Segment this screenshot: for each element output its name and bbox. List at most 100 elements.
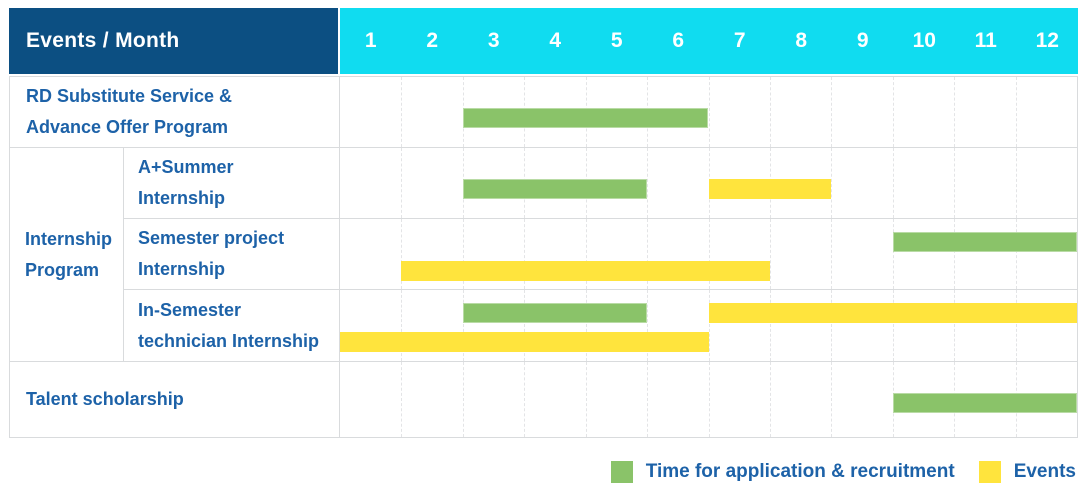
timeline-cell — [340, 362, 1077, 437]
month-header-6: 6 — [672, 29, 685, 52]
table-row: Talent scholarship — [10, 362, 1077, 437]
month-cell-4 — [524, 219, 585, 289]
month-cell-9 — [831, 362, 892, 437]
month-cell-11 — [954, 290, 1015, 361]
label-line: RD Substitute Service & — [26, 86, 233, 106]
month-cell-2 — [401, 148, 462, 218]
month-cell-9 — [831, 290, 892, 361]
month-cell-11 — [954, 219, 1015, 289]
month-cell-12 — [1015, 219, 1077, 289]
month-cell-12 — [1015, 77, 1077, 147]
month-cell-4 — [524, 290, 585, 361]
row-label: Semester project Internship — [124, 219, 340, 289]
label-line: Talent scholarship — [26, 389, 184, 409]
table-body: RD Substitute Service & Advance Offer Pro… — [9, 76, 1078, 438]
label-line: In-Semester — [138, 299, 242, 320]
month-cell-9 — [831, 148, 892, 218]
month-cell-1 — [340, 362, 401, 437]
group-rows: A+Summer Internship Semester project Intern… — [124, 148, 1077, 361]
label-line: Advance Offer Program — [26, 117, 229, 137]
month-cell-3 — [462, 362, 524, 437]
label-line: Program — [25, 259, 100, 280]
legend-label: Events — [1013, 461, 1076, 482]
month-cell-7 — [708, 362, 770, 437]
month-header-3: 3 — [487, 29, 500, 52]
header-divider — [338, 8, 340, 74]
month-cell-8 — [769, 362, 831, 437]
events-month-table: Events / Month 1 2 3 4 5 6 7 8 9 10 11 12 RD Substi… — [9, 8, 1078, 438]
label-line: Internship — [25, 228, 113, 249]
month-header-10: 10 — [912, 29, 936, 52]
month-header-8: 8 — [795, 29, 808, 52]
row-label: A+Summer Internship — [124, 148, 340, 218]
month-cell-12 — [1015, 290, 1077, 361]
header-title-cell: Events / Month — [9, 8, 338, 74]
month-cell-7 — [708, 77, 770, 147]
month-cell-3 — [462, 219, 524, 289]
group-label: Internship Program — [10, 148, 124, 361]
month-cell-2 — [401, 290, 462, 361]
table-row: In-Semester technician Internship — [124, 290, 1077, 361]
month-cell-5 — [585, 219, 647, 289]
month-cell-8 — [769, 219, 831, 289]
legend-swatch-yellow-icon — [978, 461, 1001, 483]
month-cell-1 — [340, 77, 401, 147]
month-cell-11 — [954, 148, 1015, 218]
gantt-bar-yellow — [340, 332, 709, 352]
month-cell-6 — [647, 148, 708, 218]
month-cell-9 — [831, 77, 892, 147]
legend-item-green: Time for application & recruitment — [610, 461, 955, 483]
month-cell-8 — [769, 290, 831, 361]
month-cell-6 — [647, 290, 708, 361]
month-header-9: 9 — [856, 29, 869, 52]
label-line: Internship — [138, 259, 226, 279]
month-cell-5 — [585, 290, 647, 361]
month-cell-12 — [1015, 148, 1077, 218]
month-cell-1 — [340, 148, 401, 218]
legend-item-yellow: Events — [978, 461, 1076, 483]
legend-swatch-green-icon — [610, 461, 633, 483]
gantt-bar-green — [462, 108, 709, 128]
label-line: Internship — [138, 188, 226, 208]
label-line: technician Internship — [138, 330, 320, 351]
month-cell-6 — [647, 362, 708, 437]
month-cell-10 — [892, 219, 954, 289]
month-header-2: 2 — [426, 29, 439, 52]
month-header-12: 12 — [1035, 29, 1059, 52]
month-cell-10 — [892, 77, 954, 147]
month-header-11: 11 — [974, 29, 997, 52]
row-label: Talent scholarship — [10, 362, 340, 437]
month-cell-10 — [892, 290, 954, 361]
table-row: Semester project Internship — [124, 219, 1077, 290]
label-line: Semester project — [138, 228, 285, 248]
timeline-cell — [340, 148, 1077, 218]
gantt-bar-green — [462, 179, 648, 199]
month-cell-1 — [340, 219, 401, 289]
row-label: In-Semester technician Internship — [124, 290, 340, 361]
month-cell-4 — [524, 362, 585, 437]
legend: Time for application & recruitment Events — [610, 461, 1076, 483]
gantt-bar-green — [462, 303, 648, 323]
gantt-bar-yellow — [708, 303, 1077, 323]
month-cell-7 — [708, 219, 770, 289]
table-header: Events / Month 1 2 3 4 5 6 7 8 9 10 11 12 — [9, 8, 1078, 74]
month-cell-8 — [769, 77, 831, 147]
month-header-7: 7 — [733, 29, 746, 52]
gantt-bar-green — [892, 393, 1077, 413]
month-cell-2 — [401, 362, 462, 437]
month-cell-7 — [708, 290, 770, 361]
gantt-bar-green — [892, 232, 1077, 252]
legend-label: Time for application & recruitment — [645, 461, 955, 482]
group-internship-program: Internship Program A+Summer Internship Semes… — [10, 148, 1077, 362]
month-cell-3 — [462, 290, 524, 361]
month-header-1: 1 — [364, 29, 377, 52]
table-row: RD Substitute Service & Advance Offer Pro… — [10, 77, 1077, 148]
month-cell-2 — [401, 77, 462, 147]
row-label: RD Substitute Service & Advance Offer Pro… — [10, 77, 340, 147]
month-header-5: 5 — [610, 29, 623, 52]
gantt-bar-yellow — [708, 179, 832, 199]
month-cell-2 — [401, 219, 462, 289]
table-row: A+Summer Internship — [124, 148, 1077, 219]
gantt-bar-yellow — [401, 261, 770, 281]
